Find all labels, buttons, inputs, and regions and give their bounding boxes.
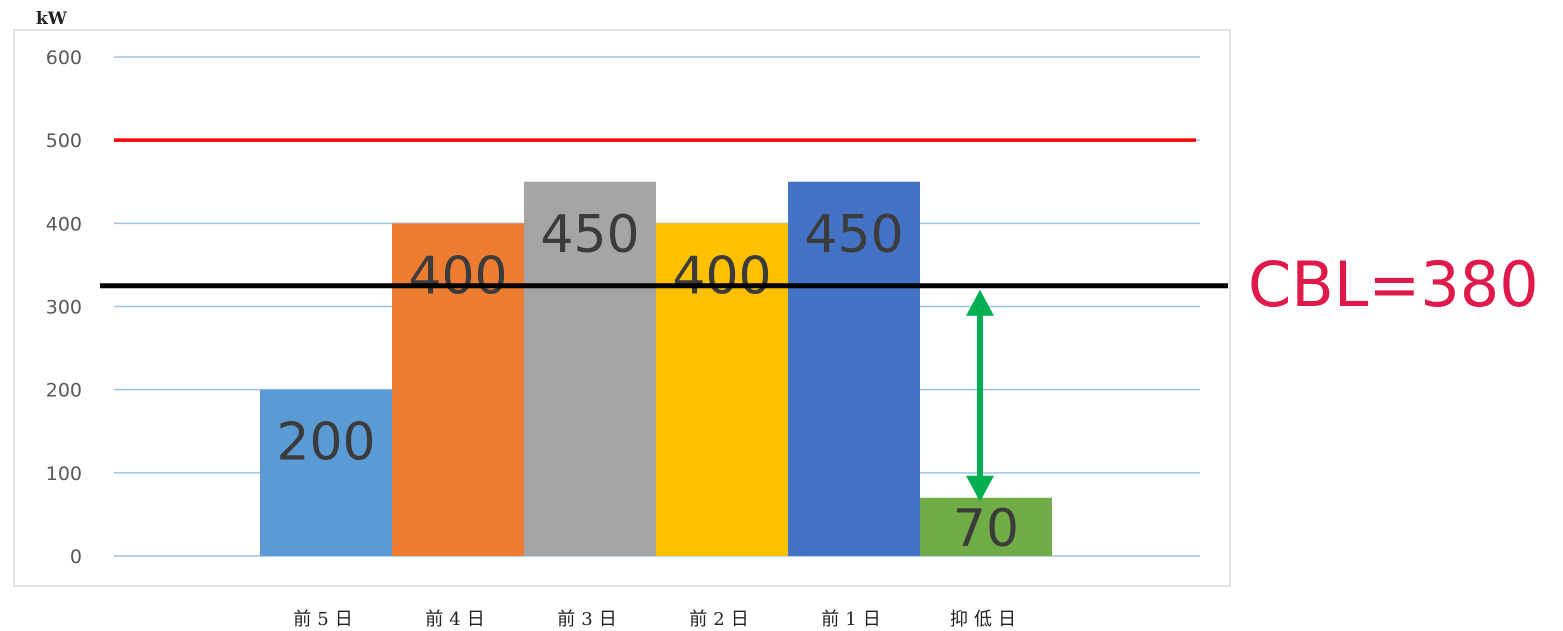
bar: [392, 223, 524, 557]
bar-value-label: 70: [953, 499, 1019, 559]
y-tick-label: 0: [70, 546, 82, 568]
arrow-head-top: [966, 289, 994, 316]
bar: [788, 181, 920, 556]
reference-lines: [100, 138, 1228, 289]
bars: [260, 181, 1052, 557]
x-tick-label: 前2日: [689, 609, 754, 630]
bar-value-label: 450: [540, 205, 639, 265]
bar: [524, 181, 656, 556]
bar-value-label: 400: [408, 246, 507, 306]
y-tick-label: 200: [46, 380, 82, 402]
x-tick-label: 前1日: [821, 609, 886, 630]
difference-arrow: [966, 289, 994, 502]
y-axis-unit: kW: [36, 9, 68, 29]
y-tick-label: 300: [46, 297, 82, 319]
y-tick-label: 400: [46, 213, 82, 235]
x-tick-label: 抑低日: [950, 609, 1022, 630]
bar: [920, 497, 1052, 556]
bar-value-label: 450: [804, 205, 903, 265]
cbl-annotation: CBL=380: [1248, 248, 1539, 321]
y-tick-label: 100: [46, 463, 82, 485]
bar: [260, 389, 392, 556]
x-tick-label: 前3日: [557, 609, 622, 630]
arrow-head-bottom: [966, 475, 994, 502]
x-tick-label: 前4日: [425, 609, 490, 630]
y-axis-ticks: 0 100 200 300 400 500 600: [46, 47, 82, 568]
bar-value-label: 400: [672, 246, 771, 306]
y-tick-label: 500: [46, 130, 82, 152]
y-tick-label: 600: [46, 47, 82, 69]
x-tick-label: 前5日: [293, 609, 358, 630]
bar-value-label: 200: [276, 413, 375, 473]
x-axis-ticks: 前5日 前4日 前3日 前2日 前1日 抑低日: [293, 609, 1022, 630]
bar: [656, 223, 788, 557]
bar-value-labels: 200 400 450 400 450 70: [276, 205, 1019, 559]
